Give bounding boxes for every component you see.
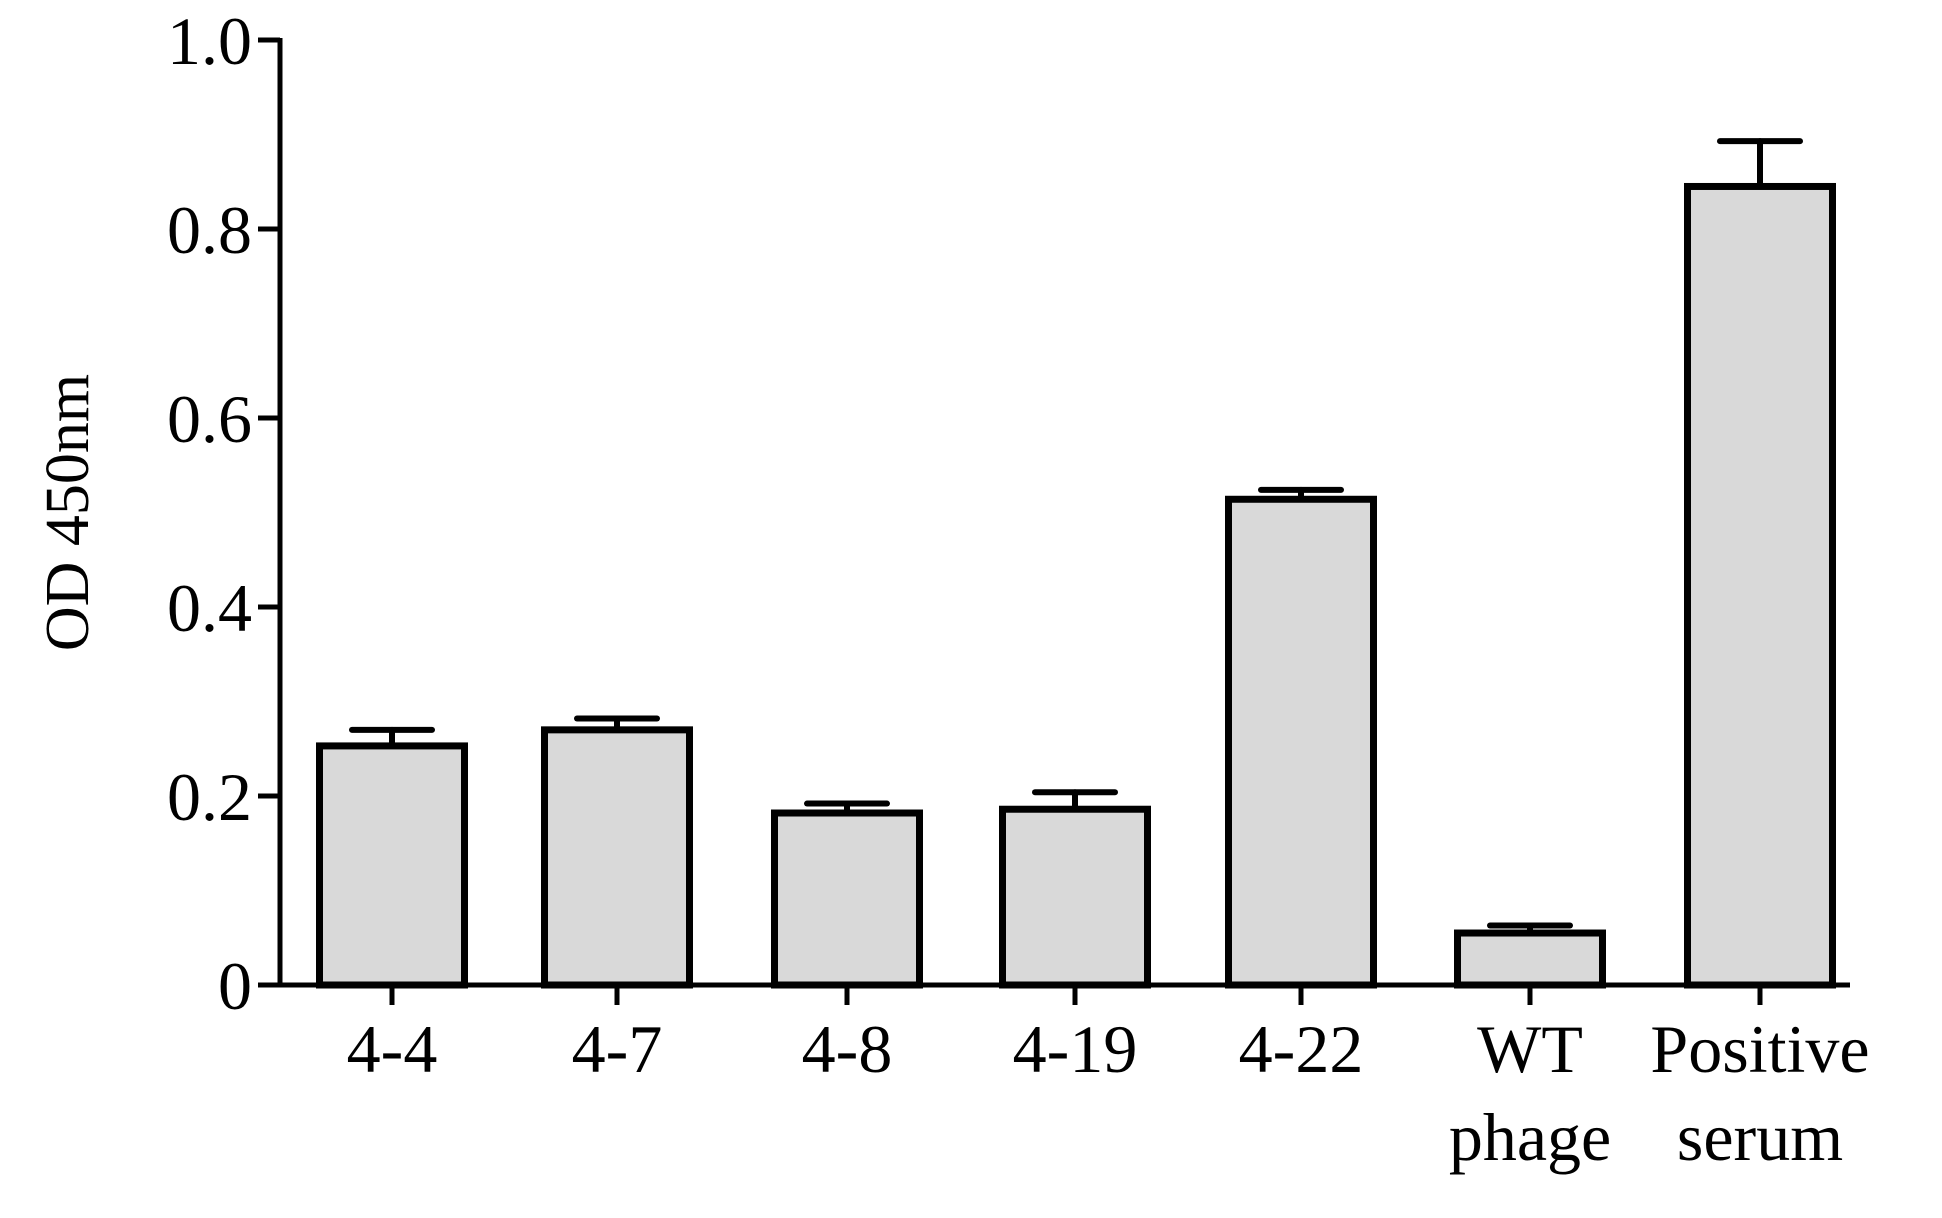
x-category-label-3: 4-19	[1013, 1011, 1138, 1087]
x-category-label-4: 4-22	[1239, 1011, 1364, 1087]
bar-0	[316, 742, 468, 989]
y-tick-label-4: 0.8	[167, 192, 252, 268]
x-category-label-6: Positive serum	[1650, 1011, 1869, 1175]
bars-layer	[316, 182, 1836, 989]
y-axis-title: OD 450nm	[34, 374, 102, 651]
x-category-label-0: 4-4	[347, 1011, 438, 1087]
x-category-label-3-line-0: 4-19	[1013, 1011, 1138, 1087]
y-tick-label-2: 0.4	[167, 570, 252, 646]
bar-4	[1225, 495, 1377, 989]
x-category-label-5: WT phage	[1449, 1011, 1611, 1175]
x-category-label-2-line-0: 4-8	[802, 1011, 893, 1087]
axes-layer	[277, 38, 1850, 988]
x-category-label-0-line-0: 4-4	[347, 1011, 438, 1087]
bar-3	[999, 805, 1151, 989]
bar-1	[541, 726, 693, 989]
y-tick-label-0: 0	[218, 948, 252, 1024]
y-tick-label-5: 1.0	[167, 3, 252, 79]
y-tick-label-3: 0.6	[167, 381, 252, 457]
x-category-label-6-line-1: serum	[1677, 1099, 1843, 1175]
x-category-label-5-line-1: phage	[1449, 1099, 1611, 1175]
x-category-label-5-line-0: WT	[1477, 1011, 1583, 1087]
bar-5	[1454, 929, 1606, 989]
x-category-label-6-line-0: Positive	[1650, 1011, 1869, 1087]
x-category-label-1: 4-7	[572, 1011, 663, 1087]
y-tick-label-1: 0.2	[167, 759, 252, 835]
x-category-label-4-line-0: 4-22	[1239, 1011, 1364, 1087]
x-category-label-1-line-0: 4-7	[572, 1011, 663, 1087]
x-category-label-2: 4-8	[802, 1011, 893, 1087]
error-bars-layer	[349, 138, 1803, 937]
bar-6	[1684, 182, 1836, 989]
x-ticks-layer: 4-4 4-7 4-8 4-19 4-22 WT phage Positive serum	[347, 985, 1870, 1175]
y-ticks-layer: 0 0.2 0.4 0.6 0.8 1.0	[167, 3, 280, 1024]
bar-2	[771, 809, 923, 989]
